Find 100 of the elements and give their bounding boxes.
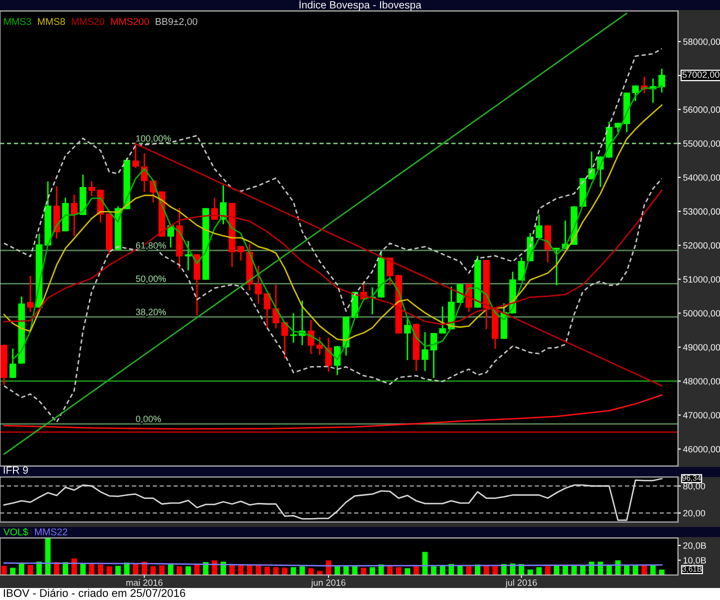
bar [632,565,638,575]
annotation: 50,00% [136,275,166,283]
candlestick [404,317,411,360]
bar [176,566,182,575]
bar [352,566,358,575]
candlestick [658,68,666,93]
candlestick [439,306,446,334]
bar [396,567,402,575]
text: IBOV - Diário - criado em 25/07/2016 [4,588,186,597]
y-tick-label: 51000,00 [683,276,720,284]
text: MMS8 [38,18,65,25]
line-series [3,478,662,521]
y-tick-label: 20,00 [683,510,706,518]
text: MMS200 [111,18,149,25]
bar [414,566,419,575]
bar [404,568,410,575]
text: MMS3 [4,18,32,25]
bar [10,568,16,575]
bar [273,567,279,575]
y-tick-label: 46000,00 [683,446,720,454]
bar [387,566,393,575]
text: MMS22 [35,528,68,536]
bar [238,564,244,575]
candlestick [184,240,192,270]
bar [185,566,191,575]
candlestick [237,246,244,261]
candlestick [281,322,288,358]
bar [246,564,252,575]
y-tick-label: 56000,00 [683,106,720,114]
bar [370,567,376,575]
bar [132,564,138,575]
bar [528,570,533,575]
candlestick [290,313,297,343]
bar [290,567,296,575]
line-series [3,178,662,423]
bar [299,566,305,575]
candlestick [308,320,314,354]
y-tick-label: 58000,00 [683,38,720,46]
candlestick [88,181,96,196]
bar [562,566,568,575]
y-tick-label: 47000,00 [683,412,720,420]
candlestick [518,258,525,281]
y-tick-label: 50000,00 [683,310,720,318]
candlestick [325,338,332,372]
bar [554,566,560,575]
y-tick-label: 55000,00 [683,140,720,148]
annotation: 0,00% [136,416,161,424]
candlestick [316,336,324,355]
candlestick [211,198,218,220]
candlestick [272,284,280,328]
bar [282,568,288,575]
y-tick-label: 48000,00 [683,378,720,386]
bar [220,562,226,575]
bar [659,570,664,575]
text: MMS20 [72,18,104,25]
candlestick [70,194,78,236]
candlestick [386,258,394,286]
y-tick-label: 53000,00 [683,208,720,216]
candlestick [132,143,139,168]
bar [168,564,174,575]
bar [159,565,165,575]
candlestick [553,248,560,286]
bar [642,564,647,575]
candlestick [430,332,438,378]
x-tick-label: jun 2016 [310,579,346,588]
y-tick-label: 10,0B [684,557,706,565]
candlestick [632,85,639,101]
annotation: 38,20% [136,308,166,316]
x-tick-label: mai 2016 [126,579,163,586]
text: BB9±2,00 [156,18,198,26]
bar [150,566,156,575]
candlestick [536,214,542,238]
candlestick [264,293,270,328]
series-label: VOL$ [3,528,28,536]
bar [18,564,24,575]
bar [115,566,121,575]
y-tick-label: 49000,00 [683,344,720,352]
chart-title: IFR 9 [4,466,28,474]
annotation: 100,00% [136,135,171,143]
y-tick-label: 80,00 [683,482,706,490]
candlestick [255,266,262,304]
x-tick-label: jul 2016 [505,579,537,588]
bar [264,566,270,575]
bar [492,566,498,575]
candlestick [9,348,16,378]
bar [466,566,472,575]
bar [106,566,112,575]
y-tick-label: 54000,00 [683,174,720,182]
bar [334,566,340,575]
candlestick [26,276,34,312]
bar [360,568,366,575]
bar [28,564,34,575]
bar [89,564,94,575]
text: 57002,00 [682,71,720,79]
bar [431,566,436,575]
y-tick-label: 52000,00 [683,242,720,250]
candlestick [422,332,428,371]
bar [45,538,51,575]
bar [545,566,550,575]
line-series [3,394,662,430]
